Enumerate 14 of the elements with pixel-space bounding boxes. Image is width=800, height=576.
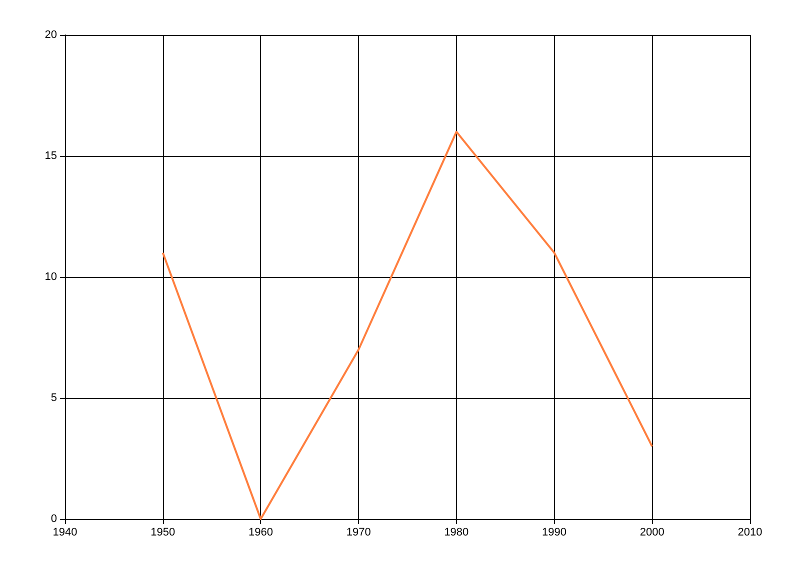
line-series (162, 130, 654, 520)
x-tick-label: 1940 (52, 526, 78, 538)
x-tick-label: 1950 (150, 526, 176, 538)
y-tick-label: 5 (50, 392, 57, 404)
x-tick-label: 1970 (346, 526, 371, 538)
y-tick-label: 0 (50, 513, 57, 525)
x-tick-label: 1960 (248, 526, 273, 538)
y-tick-label: 20 (44, 29, 57, 41)
y-tick-label: 15 (44, 150, 57, 162)
x-tick-label: 2010 (738, 526, 762, 538)
x-tick-label: 1990 (542, 526, 567, 538)
x-tick-label: 2000 (640, 526, 664, 538)
x-tick-label: 1980 (444, 526, 469, 538)
y-tick-label: 10 (44, 271, 57, 283)
